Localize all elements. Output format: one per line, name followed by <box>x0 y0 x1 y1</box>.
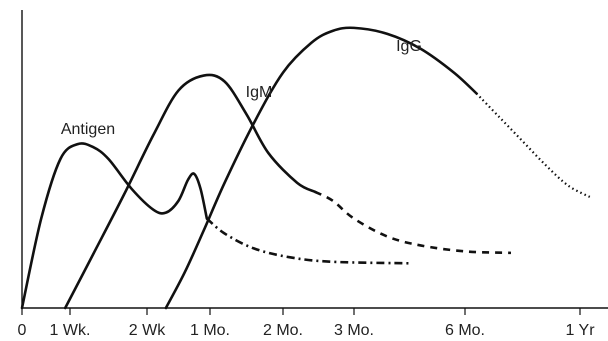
series-layer <box>20 26 593 310</box>
x-tick-label: 3 Mo. <box>334 322 374 339</box>
igm-curve-dashed <box>314 190 512 255</box>
x-tick-label: 6 Mo. <box>445 322 485 339</box>
x-tick-label: 1 Yr <box>565 322 595 339</box>
x-tick-label: 0 <box>18 322 27 339</box>
x-tick-label: 1 Wk. <box>50 322 91 339</box>
igg-curve-solid <box>164 26 478 310</box>
antigen-series-label: Antigen <box>61 121 115 138</box>
igm-series-label: IgM <box>246 84 273 101</box>
axes: 0 1 Wk. 2 Wk 1 Mo. 2 Mo. 3 Mo. 6 Mo. 1 Yr <box>18 10 608 339</box>
antigen-curve-solid <box>20 142 209 310</box>
igg-series-label: IgG <box>396 38 422 55</box>
labels-layer: Antigen IgM IgG <box>61 38 422 138</box>
x-tick-label: 2 Wk <box>129 322 166 339</box>
x-tick-label: 2 Mo. <box>263 322 303 339</box>
x-tick-label: 1 Mo. <box>190 322 230 339</box>
igg-curve-dotted <box>475 92 593 199</box>
igm-curve-solid <box>63 73 317 310</box>
antigen-curve-dashdot <box>205 217 410 265</box>
